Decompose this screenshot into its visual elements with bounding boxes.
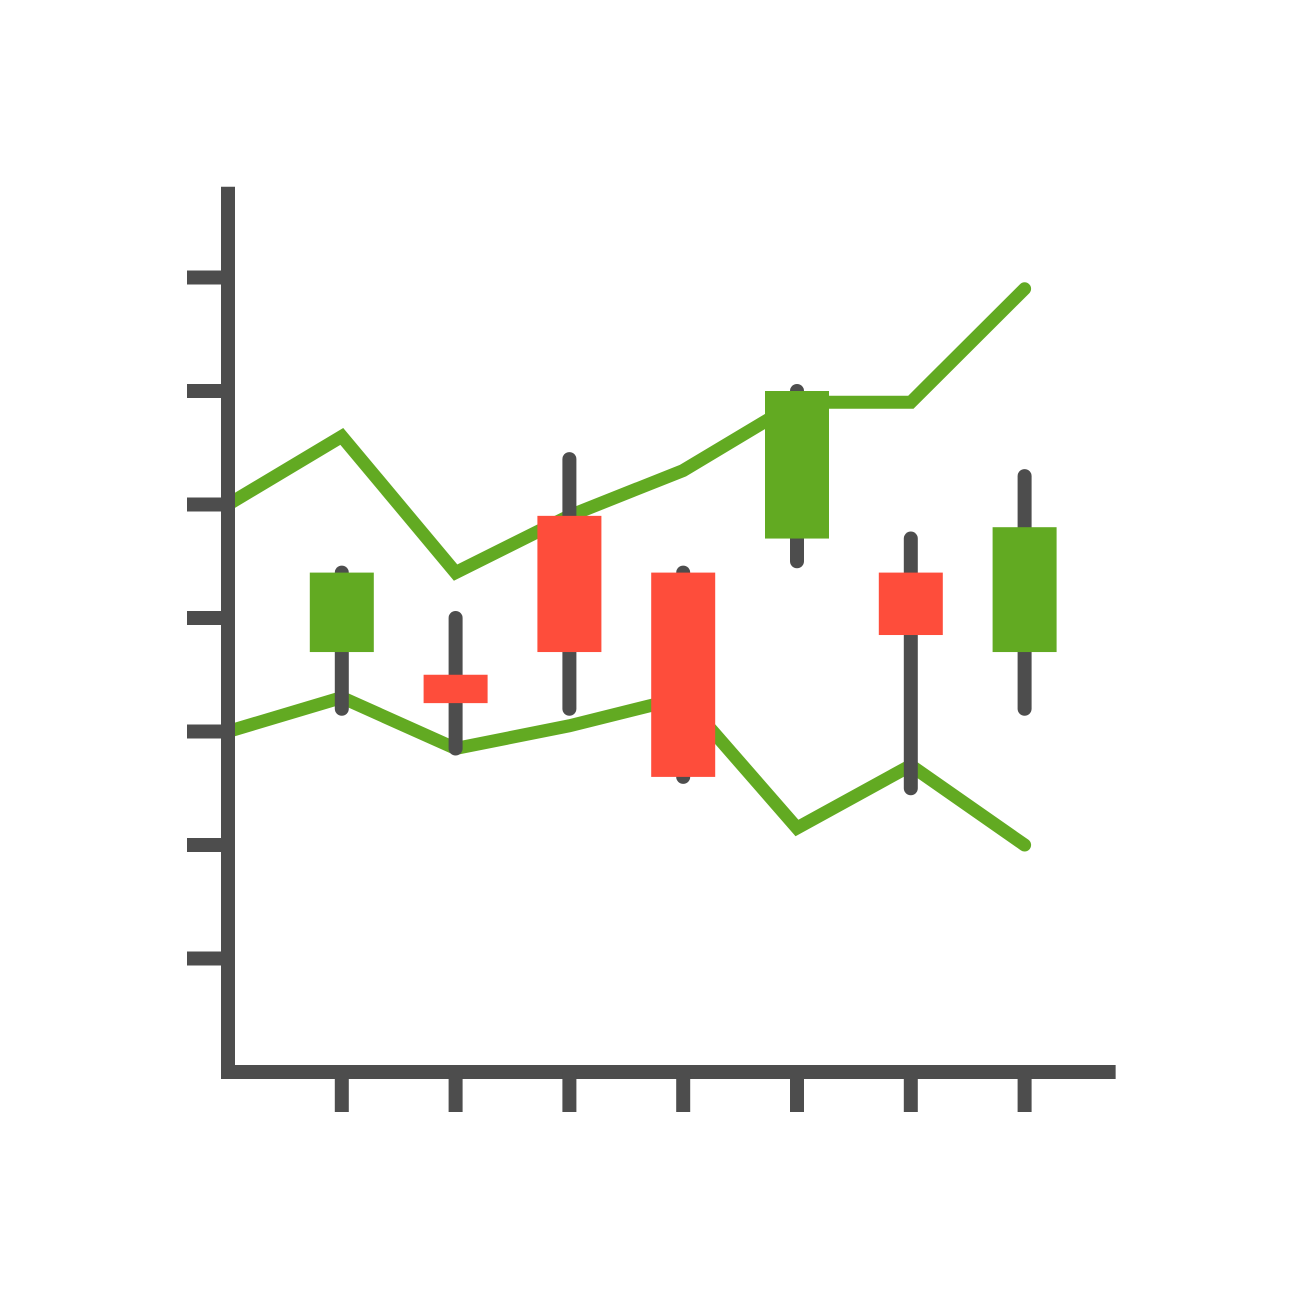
candle-body <box>992 527 1057 653</box>
axes <box>187 186 1116 1112</box>
candle-body <box>651 572 716 777</box>
candle-6 <box>878 531 943 796</box>
trend-line-1 <box>221 282 1032 581</box>
candle-5 <box>765 384 829 569</box>
candle-body <box>309 572 374 653</box>
candles <box>309 384 1057 796</box>
candle-body <box>423 674 488 704</box>
candle-3 <box>537 452 602 716</box>
candle-4 <box>651 565 716 784</box>
candle-body <box>537 515 602 653</box>
trend-line-2 <box>221 690 1032 852</box>
candle-body <box>765 391 829 539</box>
candle-7 <box>992 469 1057 716</box>
candle-body <box>878 572 943 636</box>
candle-1 <box>309 565 374 716</box>
trend-lines <box>221 282 1032 852</box>
candle-2 <box>423 611 488 756</box>
